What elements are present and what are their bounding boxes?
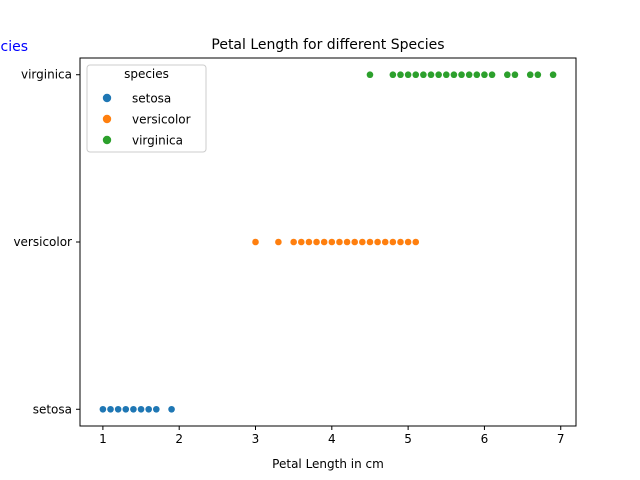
- data-point-virginica: [504, 71, 511, 79]
- data-point-versicolor: [359, 238, 366, 246]
- y-tick-label: versicolor: [13, 235, 72, 249]
- data-point-virginica: [549, 71, 557, 79]
- legend-marker-virginica: [102, 135, 112, 145]
- data-point-versicolor: [351, 238, 359, 246]
- data-point-virginica: [389, 71, 397, 79]
- legend-frame: [86, 64, 207, 153]
- data-point-versicolor: [397, 238, 404, 246]
- data-point-virginica: [442, 71, 450, 79]
- data-point-virginica: [412, 71, 420, 79]
- data-point-virginica: [366, 71, 374, 79]
- data-point-setosa: [168, 405, 175, 413]
- data-point-versicolor: [297, 238, 305, 246]
- data-point-setosa: [107, 405, 114, 413]
- data-point-virginica: [488, 71, 496, 79]
- data-point-setosa: [137, 405, 145, 413]
- data-point-versicolor: [404, 238, 412, 246]
- x-tick-label: 6: [481, 432, 489, 446]
- x-tick-label: 4: [328, 432, 336, 446]
- data-point-virginica: [465, 71, 473, 79]
- data-point-virginica: [435, 71, 442, 79]
- chart-title: Petal Length for different Species: [211, 37, 444, 53]
- x-tick-label: 1: [99, 432, 107, 446]
- data-point-versicolor: [275, 238, 282, 246]
- legend-label-versicolor: versicolor: [132, 113, 191, 127]
- x-tick-label: 7: [557, 432, 565, 446]
- x-axis-label: Petal Length in cm: [272, 457, 384, 471]
- y-tick-label: virginica: [21, 68, 72, 82]
- y-tick-label: setosa: [33, 402, 72, 416]
- data-point-setosa: [145, 405, 152, 413]
- x-tick-label: 3: [252, 432, 260, 446]
- data-point-versicolor: [374, 238, 381, 246]
- data-point-versicolor: [252, 238, 259, 246]
- data-point-virginica: [526, 71, 534, 79]
- data-point-versicolor: [313, 238, 320, 246]
- legend-marker-setosa: [102, 93, 112, 103]
- data-point-versicolor: [305, 238, 313, 246]
- x-axis-ticks: 1 2 3 4 5 6 7: [99, 426, 565, 446]
- legend-marker-versicolor: [102, 114, 112, 124]
- data-point-versicolor: [389, 238, 397, 246]
- data-point-virginica: [397, 71, 404, 79]
- plot-frame: [79, 57, 577, 427]
- data-point-setosa: [130, 405, 137, 413]
- legend: species setosa versicolor virginica: [86, 64, 207, 153]
- data-point-virginica: [420, 71, 427, 79]
- data-point-versicolor: [366, 238, 374, 246]
- legend-title: species: [124, 67, 169, 81]
- y-axis-ticks: setosa versicolor virginica: [13, 68, 80, 416]
- data-point-virginica: [427, 71, 435, 79]
- data-point-setosa: [122, 405, 130, 413]
- data-point-virginica: [534, 71, 542, 79]
- legend-label-virginica: virginica: [132, 134, 183, 148]
- data-point-versicolor: [320, 238, 328, 246]
- x-tick-label: 5: [404, 432, 412, 446]
- data-point-versicolor: [343, 238, 351, 246]
- data-point-versicolor: [336, 238, 343, 246]
- data-point-virginica: [404, 71, 412, 79]
- x-tick-label: 2: [175, 432, 183, 446]
- data-point-setosa: [114, 405, 122, 413]
- data-point-versicolor: [381, 238, 389, 246]
- data-point-setosa: [153, 405, 160, 413]
- data-point-virginica: [473, 71, 481, 79]
- data-point-versicolor: [412, 238, 420, 246]
- data-point-versicolor: [328, 238, 336, 246]
- data-point-virginica: [450, 71, 458, 79]
- plot-points: [99, 71, 557, 413]
- data-point-versicolor: [290, 238, 297, 246]
- data-point-setosa: [99, 405, 107, 413]
- data-point-virginica: [458, 71, 465, 79]
- clipped-side-label: cies: [1, 39, 29, 55]
- data-point-virginica: [511, 71, 519, 79]
- legend-label-setosa: setosa: [132, 92, 171, 106]
- data-point-virginica: [481, 71, 488, 79]
